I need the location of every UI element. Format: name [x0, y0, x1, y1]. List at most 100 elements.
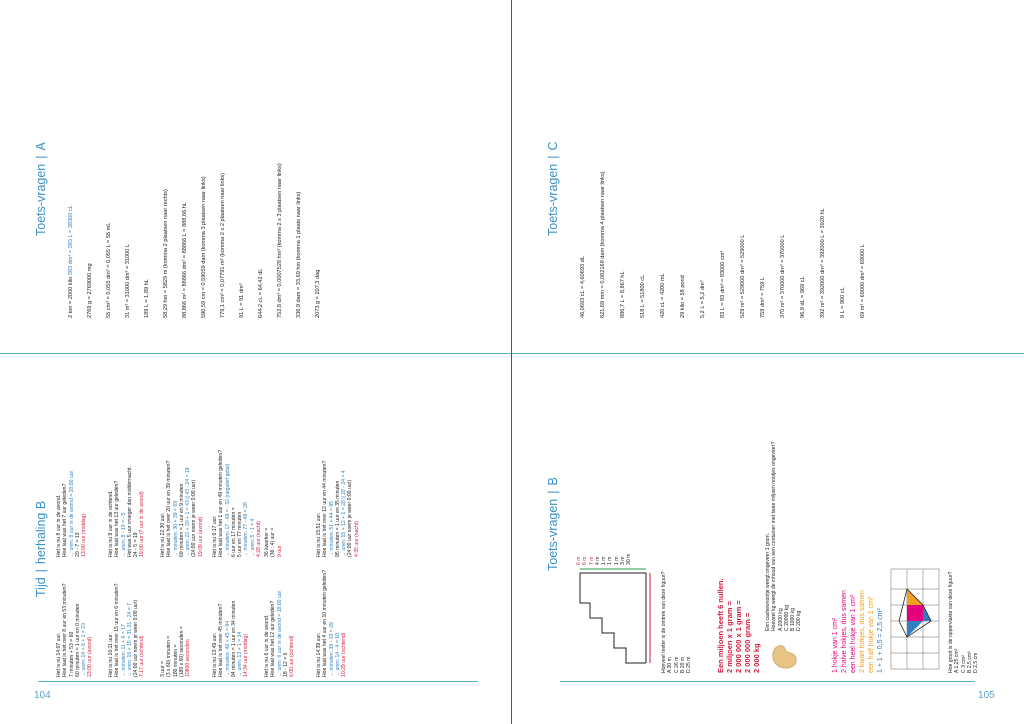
- a-row: 644,2 cL = 64,42 dL: [258, 269, 264, 318]
- tijd-block: Het is nu 6:17 uur. Hoe laat was het 1 uu…: [212, 439, 262, 557]
- area-line: een half hokje van 1 cm²: [868, 596, 875, 673]
- area-sum: 1 + 1 + 0,5 = 2,5 cm²: [877, 608, 884, 673]
- a-row: 336,9 dam = 33,69 hm (komma 1 plaats naa…: [296, 192, 302, 318]
- tijd-line: Hoe laat was het 4 uur en 10 minuten gel…: [322, 569, 329, 677]
- a-row: 2769 g = 2769000 mg: [87, 263, 93, 318]
- tijd-line: 23:00 uur (avond): [87, 636, 94, 677]
- nullen-line: 2 000 000 x 1 gram =: [734, 600, 743, 673]
- page-number: 105: [978, 690, 995, 701]
- c-row: 9 L = 900 cL: [840, 287, 846, 318]
- cashew-question: Een miljoen heeft 6 nullen. 2 miljoen x …: [716, 442, 803, 673]
- c-row: 69 m³ = 69000 dm³ = 69000 L: [860, 243, 866, 318]
- a-row-left: 58,29 hm = 5829 m (komma 2 plaatsen naar…: [163, 189, 169, 318]
- a-row-right: 383 dm³ = 383 L = 38300 cL: [68, 205, 74, 277]
- tijd-line: Hoe laat was het 1 uur en 49 minuten gel…: [218, 449, 225, 557]
- tijd-block: Het is nu 6 uur in de avond. Hoe laat was…: [264, 559, 295, 677]
- a-row: 88,866 m² = 88866 dm² = 88866 L = 888,66…: [182, 202, 188, 318]
- tijd-block: Het is nu 8 uur in de avond. Hoe laat was…: [56, 439, 87, 557]
- a-row-left: 2073 g = 207,3 dag: [315, 269, 321, 318]
- section-title: Toets-vragen|B: [546, 477, 560, 571]
- tijd-block: Het is nu 14:07 uur. Hoe laat is het over…: [56, 559, 94, 677]
- tijd-line: 10800 seconden: [185, 639, 192, 677]
- tijd-line: 19:09 uur (avond): [197, 516, 204, 557]
- nullen-line: 2 000 kg: [752, 643, 761, 673]
- tijd-line: 10:29 uur (ochtend): [341, 632, 348, 677]
- a-row-left: 2769 g = 2769000 mg: [87, 263, 93, 318]
- c-row: 370 m³ = 370000 dm³ = 370000 L: [780, 234, 786, 318]
- c-row: 518 L = 51800 cL: [640, 274, 646, 318]
- c-row: 96,9 dL = 969 cL: [800, 276, 806, 318]
- nullen-title: Een miljoen heeft 6 nullen.: [716, 578, 725, 673]
- c-row: 621,69 mm = 0,062169 dam (komma 4 plaats…: [600, 171, 606, 318]
- page-fold: [511, 0, 512, 724]
- section-title: Toets-vragen|A: [34, 142, 48, 236]
- tijd-block: Het is nu 16:11 uur. Hoe laat is het over…: [108, 559, 146, 677]
- divider-line: [560, 681, 975, 682]
- a-row-left: 644,2 cL = 64,42 dL: [258, 268, 264, 318]
- option-text: D 2,5 cm: [973, 652, 980, 673]
- c-row: 420 cL = 4200 mL: [660, 273, 666, 318]
- page-number: 104: [34, 690, 51, 701]
- section-a: Toets-vragen|A 2 ton = 2000 kilo 383 dm³…: [34, 0, 474, 350]
- a-row-left: 2 ton = 2000 kilo: [68, 276, 74, 318]
- nullen-line: 2 000 000 gram =: [743, 612, 752, 673]
- c-row: 5,2 L = 5,2 dm³: [700, 280, 706, 318]
- tijd-line: 14:34 uur (middag): [243, 633, 250, 677]
- a-row-left: 336,9 dam = 33,69 hm (komma 1 plaats naa…: [296, 191, 302, 318]
- a-row-left: 31 m³ = 31000 dm³ = 31000 L: [125, 243, 131, 318]
- area-line: een heel hokje van 1 cm²: [850, 594, 857, 673]
- a-row: 2 ton = 2000 kilo 383 dm³ = 383 L = 3830…: [68, 205, 74, 318]
- tijd-line: 4:28 uur (nacht): [256, 521, 263, 557]
- tijd-block: 3 uur = (3 x 60) minuten = 180 minuten = (1…: [160, 559, 191, 677]
- divider-line: [38, 681, 478, 682]
- stair-question-text: Hoeveel meter is de omtrek van deze figu…: [661, 571, 667, 673]
- nullen-line: 2 miljoen x 1 gram =: [725, 601, 734, 673]
- a-row: 58,29 hm = 5829 m (komma 2 plaatsen naar…: [163, 189, 169, 318]
- area-line: 2 kwart hokjes, dus samen: [859, 590, 866, 673]
- a-row: 189 L = 1,89 hL: [144, 279, 150, 318]
- a-row: 590,59 cm = 0,59059 dam (komma 3 plaatse…: [201, 176, 207, 318]
- c-row: 759 dm³ = 759 L: [760, 277, 766, 318]
- stair-question: Hoeveel meter is de omtrek van deze figu…: [576, 553, 692, 673]
- c-row: 529 m³ = 529000 dm³ = 529000 L: [740, 234, 746, 318]
- tijd-line: 13:00 uur (middag): [81, 513, 88, 557]
- area-line: 2 halve hokjes, dus samen: [841, 590, 848, 673]
- a-row: 779,1 cm² = 0,07791 m² (komma 2 x 2 plaa…: [220, 173, 226, 318]
- tijd-line: 6:00 uur (ochtend): [289, 635, 296, 677]
- c-row: 46,0693 cL = 4,60693 dL: [580, 256, 586, 318]
- a-row-left: 779,1 cm² = 0,07791 m² (komma 2 x 2 plaa…: [220, 172, 226, 318]
- c-row: 392 m³ = 392000 dm³ = 392000 L = 3920 hL: [820, 208, 826, 318]
- option-text: D 200 kg: [796, 610, 803, 631]
- area-line: 1 hokje van 1 cm²: [832, 617, 839, 673]
- a-row: 91 L = 91 dm³: [239, 284, 245, 318]
- a-row-left: 55 cm³ = 0,055 dm³ = 0,055 L = 55 mL: [106, 222, 112, 318]
- a-row: 2073 g = 207,3 dag: [315, 270, 321, 318]
- a-row-left: 88,866 m² = 88866 dm² = 88866 L = 888,66…: [182, 202, 188, 318]
- a-row: 55 cm³ = 0,055 dm³ = 0,055 L = 55 mL: [106, 223, 112, 318]
- stair-label: 30 m: [626, 553, 633, 565]
- area-question: 1 hokje van 1 cm² 2 halve hokjes, dus sam…: [831, 563, 979, 673]
- tijd-line: 19:00 uur (7 uur in de avond): [139, 491, 146, 557]
- section-title: Toets-vragen|C: [546, 141, 560, 236]
- a-row-left: 752,8 dm³ = 0,0007528 hm³ (komma 2 x 3 p…: [277, 163, 283, 318]
- c-row: 886,7 L = 8,867 hL: [620, 271, 626, 318]
- stair-figure: [579, 568, 651, 664]
- divider-line: [512, 353, 1024, 354]
- tijd-block: Het is nu 15:51 uur. Hoe laat is het over…: [316, 439, 360, 557]
- c-row: 29 kilo = 58 pond: [680, 275, 686, 318]
- tijd-block: Het is nu 8 uur in de ochtend. Hoe laat w…: [108, 439, 146, 557]
- tijd-line: 7:17 uur (ochtend): [139, 635, 146, 677]
- c-row: 83 L = 83 dm³ = 83000 cm³: [720, 250, 726, 318]
- a-row-left: 590,59 cm = 0,59059 dam (komma 3 plaatse…: [201, 176, 207, 318]
- tijd-block: Het is nu 13:49 uur. Hoe laat is het over…: [212, 559, 250, 677]
- section-c: Toets-vragen|C 46,0693 cL = 4,60693 dL 62…: [546, 0, 986, 350]
- tijd-line: 9 uur: [276, 545, 283, 557]
- tijd-block: Het is nu 14:39 uur. Hoe laat was het 4 u…: [316, 559, 347, 677]
- section-tijd: Tijd|herhaling B Het is nu 14:07 uur. Hoe…: [34, 355, 474, 680]
- section-b: Toets-vragen|B Hoeveel meter is de omtre…: [546, 355, 986, 680]
- area-grid: [890, 568, 940, 670]
- divider-line: [0, 353, 511, 354]
- tijd-block: Het is nu 22:30 uur. Hoe laat is het over…: [160, 439, 204, 557]
- section-title: Tijd|herhaling B: [34, 500, 48, 597]
